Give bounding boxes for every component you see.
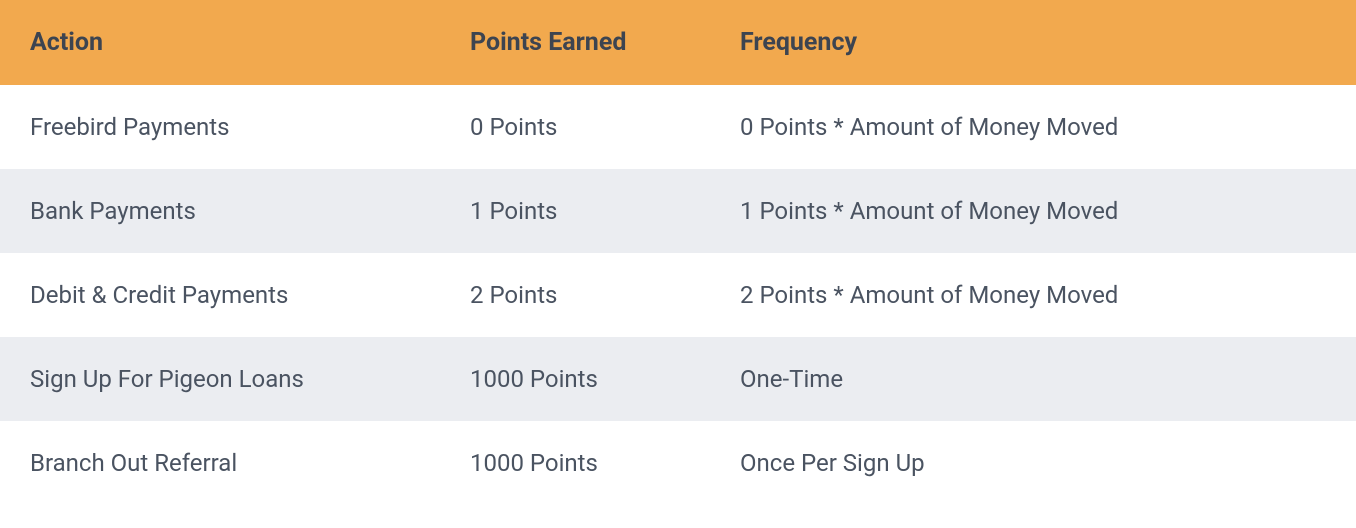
- cell-points: 0 Points: [440, 85, 710, 169]
- column-header-action: Action: [0, 0, 440, 85]
- cell-points: 1000 Points: [440, 337, 710, 421]
- cell-points: 1000 Points: [440, 421, 710, 505]
- column-header-points: Points Earned: [440, 0, 710, 85]
- table-row: Branch Out Referral 1000 Points Once Per…: [0, 421, 1356, 505]
- cell-action: Bank Payments: [0, 169, 440, 253]
- cell-frequency: Once Per Sign Up: [710, 421, 1356, 505]
- table-row: Freebird Payments 0 Points 0 Points * Am…: [0, 85, 1356, 169]
- table-header-row: Action Points Earned Frequency: [0, 0, 1356, 85]
- cell-action: Sign Up For Pigeon Loans: [0, 337, 440, 421]
- cell-action: Debit & Credit Payments: [0, 253, 440, 337]
- table-row: Sign Up For Pigeon Loans 1000 Points One…: [0, 337, 1356, 421]
- cell-frequency: 2 Points * Amount of Money Moved: [710, 253, 1356, 337]
- cell-frequency: 1 Points * Amount of Money Moved: [710, 169, 1356, 253]
- cell-action: Freebird Payments: [0, 85, 440, 169]
- cell-frequency: One-Time: [710, 337, 1356, 421]
- table-row: Debit & Credit Payments 2 Points 2 Point…: [0, 253, 1356, 337]
- table-row: Bank Payments 1 Points 1 Points * Amount…: [0, 169, 1356, 253]
- cell-points: 2 Points: [440, 253, 710, 337]
- points-table: Action Points Earned Frequency Freebird …: [0, 0, 1356, 505]
- cell-action: Branch Out Referral: [0, 421, 440, 505]
- column-header-frequency: Frequency: [710, 0, 1356, 85]
- cell-frequency: 0 Points * Amount of Money Moved: [710, 85, 1356, 169]
- cell-points: 1 Points: [440, 169, 710, 253]
